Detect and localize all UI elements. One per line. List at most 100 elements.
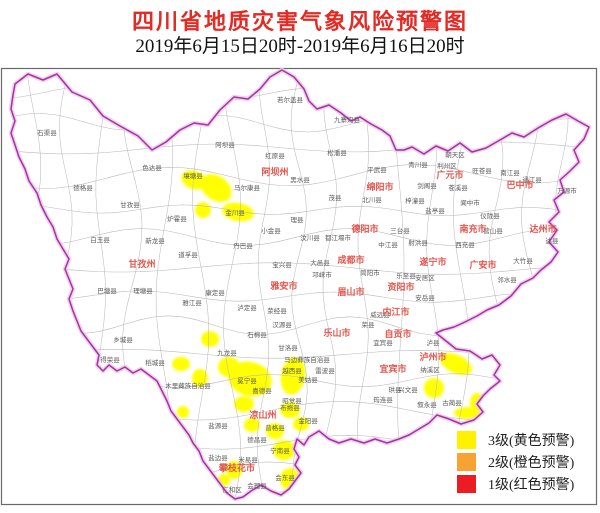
county-label: 叙永县 [417,400,437,409]
warning-patch-yellow [226,461,242,479]
county-label: 得荣县 [100,355,120,364]
county-label: 甘孜县 [120,200,140,209]
county-label: 中江县 [378,240,398,249]
province-border [10,69,590,500]
county-label: 九寨沟县 [334,115,361,124]
county-label: 简阳市 [360,268,380,277]
county-label: 理县 [291,216,305,224]
county-label: 稻城县 [145,358,165,367]
county-label: 乡城县 [113,336,133,344]
county-label: 威远县 [370,310,390,319]
county-label: 通江县 [522,175,542,184]
county-label: 泸定县 [237,303,257,312]
county-label: 汉源县 [272,320,292,329]
county-label: 茂县 [329,193,343,202]
city-label: 成都市 [337,254,364,265]
county-label: 平武县 [367,165,387,174]
county-boundary-line [11,164,589,189]
warning-patch-yellow [222,202,254,222]
county-label: 大竹县 [513,256,533,265]
county-label: 万源市 [557,186,577,195]
county-label: 金川县 [225,208,245,217]
city-label: 自贡市 [384,328,411,339]
county-label: 兴文县 [398,385,418,394]
county-label: 金阳县 [298,416,318,425]
city-label: 泸州市 [419,351,446,362]
county-label: 古蔺县 [442,398,462,407]
county-label: 宁南县 [270,446,290,455]
warning-patch-yellow [244,418,260,432]
legend-row-orange: 2级(橙色预警) [452,451,594,473]
county-label: 荣县 [362,320,376,329]
county-label: 梓潼县 [405,196,425,205]
county-label: 宝兴县 [272,260,292,269]
county-label: 色达县 [142,163,162,172]
warning-patch-yellow [424,378,444,398]
city-label: 宜宾市 [379,363,406,374]
county-label: 仁和区 [222,485,242,494]
county-label: 阿坝县 [215,140,235,149]
county-label: 西充县 [455,240,475,249]
county-label: 米易县 [238,455,258,464]
warning-patch-yellow [234,396,254,412]
warning-patch-yellow [280,357,306,395]
county-label: 三台县 [390,226,410,235]
county-label: 巴塘县 [97,286,117,295]
county-label: 安岳县 [415,293,435,302]
page-title: 四川省地质灾害气象风险预警图 [131,9,468,34]
warning-patch-yellow [200,174,232,202]
county-label: 汶川县 [300,233,320,242]
county-label: 纳溪区 [420,365,440,374]
county-label: 美姑县 [298,375,318,384]
county-label: 泸县 [427,338,441,347]
county-label: 马尔康县 [234,183,261,192]
county-label: 盐边县 [208,453,228,462]
county-label: 苍溪县 [448,183,468,192]
legend-label-red: 1级(红色预警) [488,478,575,493]
county-label: 营山县 [483,226,503,235]
county-label: 冕宁县 [237,376,257,385]
county-label: 红原县 [265,151,285,160]
county-label: 九龙县 [217,348,237,357]
county-label: 大邑县 [310,258,330,267]
county-label: 德格县 [73,183,93,192]
warning-patch-yellow [228,361,272,397]
county-label: 青川县 [408,160,428,169]
legend: 3级(黄色预警) 2级(橙色预警) 1级(红色预警) [452,429,594,495]
county-label: 喜德县 [252,386,272,395]
legend-label-yellow: 3级(黄色预警) [488,434,575,449]
county-label: 道孚县 [178,250,198,259]
city-label: 巴中市 [506,179,533,190]
county-label: 康定县 [205,288,225,297]
warning-patch-yellow [273,440,295,460]
county-label: 布拖县 [280,403,300,412]
county-label: 邛崃市 [312,270,332,279]
legend-swatch-orange [457,453,476,471]
county-label: 阆中市 [460,198,480,207]
city-label: 德阳市 [351,223,378,234]
county-label: 石棉县 [247,330,267,339]
warning-patch-yellow [181,170,207,190]
legend-row-yellow: 3级(黄色预警) [452,429,594,451]
county-label: 白玉县 [90,235,110,244]
city-label: 眉山市 [337,286,364,297]
city-label: 乐山市 [323,327,350,338]
county-label: 普格县 [265,423,285,432]
county-label: 乐至县 [396,271,416,280]
warning-patch-yellow [172,357,190,371]
county-label: 邻水县 [497,275,517,284]
county-label: 利州区 [437,161,457,170]
city-label: 广元市 [436,169,463,180]
city-label: 南充市 [459,223,486,234]
warning-patch-yellow [293,417,309,431]
county-label: 北川县 [362,196,382,204]
city-label: 达州市 [529,223,556,234]
county-boundary-line [11,262,589,275]
county-label: 越西县 [282,366,302,375]
city-label: 广安市 [469,259,496,270]
city-label: 内江市 [382,306,409,317]
county-label: 德昌县 [247,435,267,444]
county-label: 马边彝族自治县 [284,355,330,364]
county-label: 炉霍县 [167,214,187,223]
